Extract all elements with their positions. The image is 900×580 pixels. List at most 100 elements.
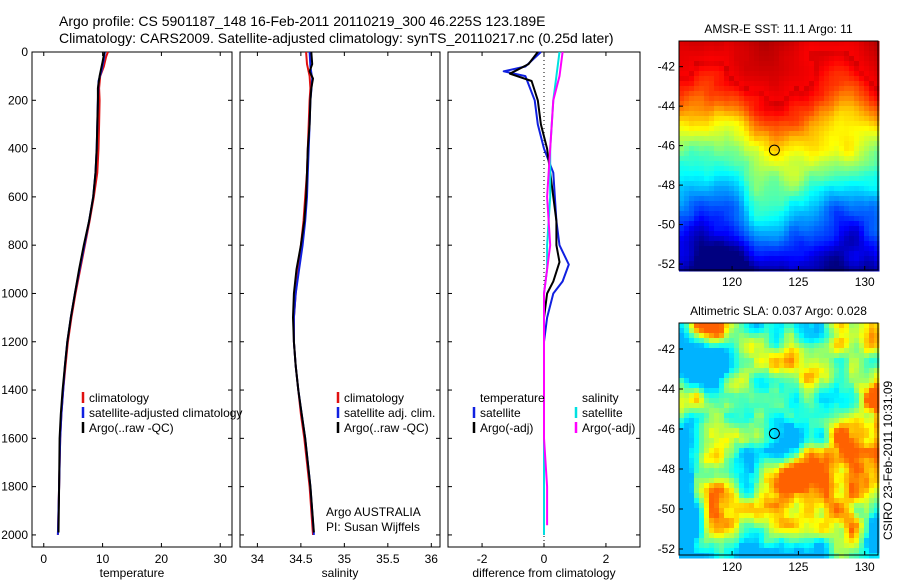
sla_map-cell xyxy=(809,463,815,469)
sst_map-cell xyxy=(714,106,720,112)
sla_map-cell xyxy=(869,523,875,529)
sla_map-cell xyxy=(814,528,820,534)
sla_map-cell xyxy=(734,448,740,454)
sst_map-cell xyxy=(779,151,785,157)
sla_map-cell xyxy=(859,393,865,399)
sla_map-cell xyxy=(714,383,720,389)
sla_map-cell xyxy=(864,328,870,334)
sst_map-cell xyxy=(804,191,810,197)
sst_map-cell xyxy=(844,46,850,52)
sla_map-cell xyxy=(684,448,690,454)
temperature-ytick-label: 1200 xyxy=(1,335,28,349)
sst_map-cell xyxy=(694,136,700,142)
sla_map-cell xyxy=(834,503,840,509)
sla_map-cell xyxy=(849,433,855,439)
sst_map-cell xyxy=(869,126,875,132)
sst_map-cell xyxy=(824,111,830,117)
sst_map-cell xyxy=(824,241,830,247)
sst_map-cell xyxy=(844,96,850,102)
sla_map-cell xyxy=(724,453,730,459)
sst_map-cell xyxy=(714,101,720,107)
sla_map-cell xyxy=(729,393,735,399)
sst_map-cell xyxy=(784,246,790,252)
sla_map-cell xyxy=(689,498,695,504)
sst_map-cell xyxy=(769,86,775,92)
sst_map-cell xyxy=(874,56,880,62)
sla_map-cell xyxy=(724,348,730,354)
sla_map-cell xyxy=(759,368,765,374)
sst_map-cell xyxy=(829,71,835,77)
sst_map-cell xyxy=(684,61,690,67)
sst_map-cell xyxy=(759,91,765,97)
sla_map-cell xyxy=(789,473,795,479)
sla_map-cell xyxy=(744,553,750,559)
sla_map-cell xyxy=(839,408,845,414)
sla_map-cell xyxy=(789,453,795,459)
sla_map-cell xyxy=(734,368,740,374)
sst_map-cell xyxy=(714,61,720,67)
sst_map-cell xyxy=(689,201,695,207)
sst_map-cell xyxy=(869,246,875,252)
sla_map-cell xyxy=(739,488,745,494)
sst_map-cell xyxy=(844,191,850,197)
sst_map-cell xyxy=(734,131,740,137)
sst_map-cell xyxy=(749,41,755,47)
sst_map-cell xyxy=(769,161,775,167)
sla_map-cell xyxy=(849,458,855,464)
sst_map-cell xyxy=(839,261,845,267)
sst_map-cell xyxy=(824,201,830,207)
sst_map-cell xyxy=(854,91,860,97)
sla_map-cell xyxy=(704,478,710,484)
sst_map-cell xyxy=(734,51,740,57)
sst_map-cell xyxy=(869,51,875,57)
sst_map-cell xyxy=(779,161,785,167)
sst_map-cell xyxy=(864,196,870,202)
sla_map-cell xyxy=(714,508,720,514)
sst_map-cell xyxy=(829,51,835,57)
sst_map-cell xyxy=(874,191,880,197)
sla_map-cell xyxy=(714,363,720,369)
sla_map-cell xyxy=(724,323,730,329)
sst_map-cell xyxy=(689,91,695,97)
sla_map-cell xyxy=(844,533,850,539)
sla_map-cell xyxy=(724,543,730,549)
sla_map-cell xyxy=(694,328,700,334)
sst_map-cell xyxy=(844,131,850,137)
sst_map-cell xyxy=(729,41,735,47)
sst_map-cell xyxy=(704,141,710,147)
sla_map-cell xyxy=(734,528,740,534)
sst_map-cell xyxy=(804,206,810,212)
sla_map-cell xyxy=(734,343,740,349)
sst_map-cell xyxy=(739,196,745,202)
sla_map-cell xyxy=(744,463,750,469)
sla_map-cell xyxy=(719,498,725,504)
sst_map-cell xyxy=(694,141,700,147)
sst_map-cell xyxy=(799,201,805,207)
sst_map-cell xyxy=(829,181,835,187)
sla_map-cell xyxy=(774,413,780,419)
sst_map-cell xyxy=(749,131,755,137)
sla_map-cell xyxy=(874,348,880,354)
sst_map-cell xyxy=(799,186,805,192)
sla_map-cell xyxy=(869,518,875,524)
sla_map-cell xyxy=(864,473,870,479)
sst_map-cell xyxy=(789,246,795,252)
sla_map-cell xyxy=(854,483,860,489)
sla_map-cell xyxy=(694,378,700,384)
sla_map-cell xyxy=(749,433,755,439)
sla_map-cell xyxy=(739,548,745,554)
sst_map-cell xyxy=(724,181,730,187)
sla_map-cell xyxy=(749,483,755,489)
sla_map-cell xyxy=(859,343,865,349)
sla_map-cell xyxy=(709,428,715,434)
sst_map-cell xyxy=(794,76,800,82)
sst_map-cell xyxy=(699,266,705,272)
sla_map-cell xyxy=(739,518,745,524)
sst_map-cell xyxy=(869,91,875,97)
sst_map-cell xyxy=(784,191,790,197)
sla_map-cell xyxy=(744,468,750,474)
sla_map-cell xyxy=(694,338,700,344)
sla_map-cell xyxy=(709,538,715,544)
sst_map-cell xyxy=(809,91,815,97)
sla_map-cell xyxy=(749,413,755,419)
